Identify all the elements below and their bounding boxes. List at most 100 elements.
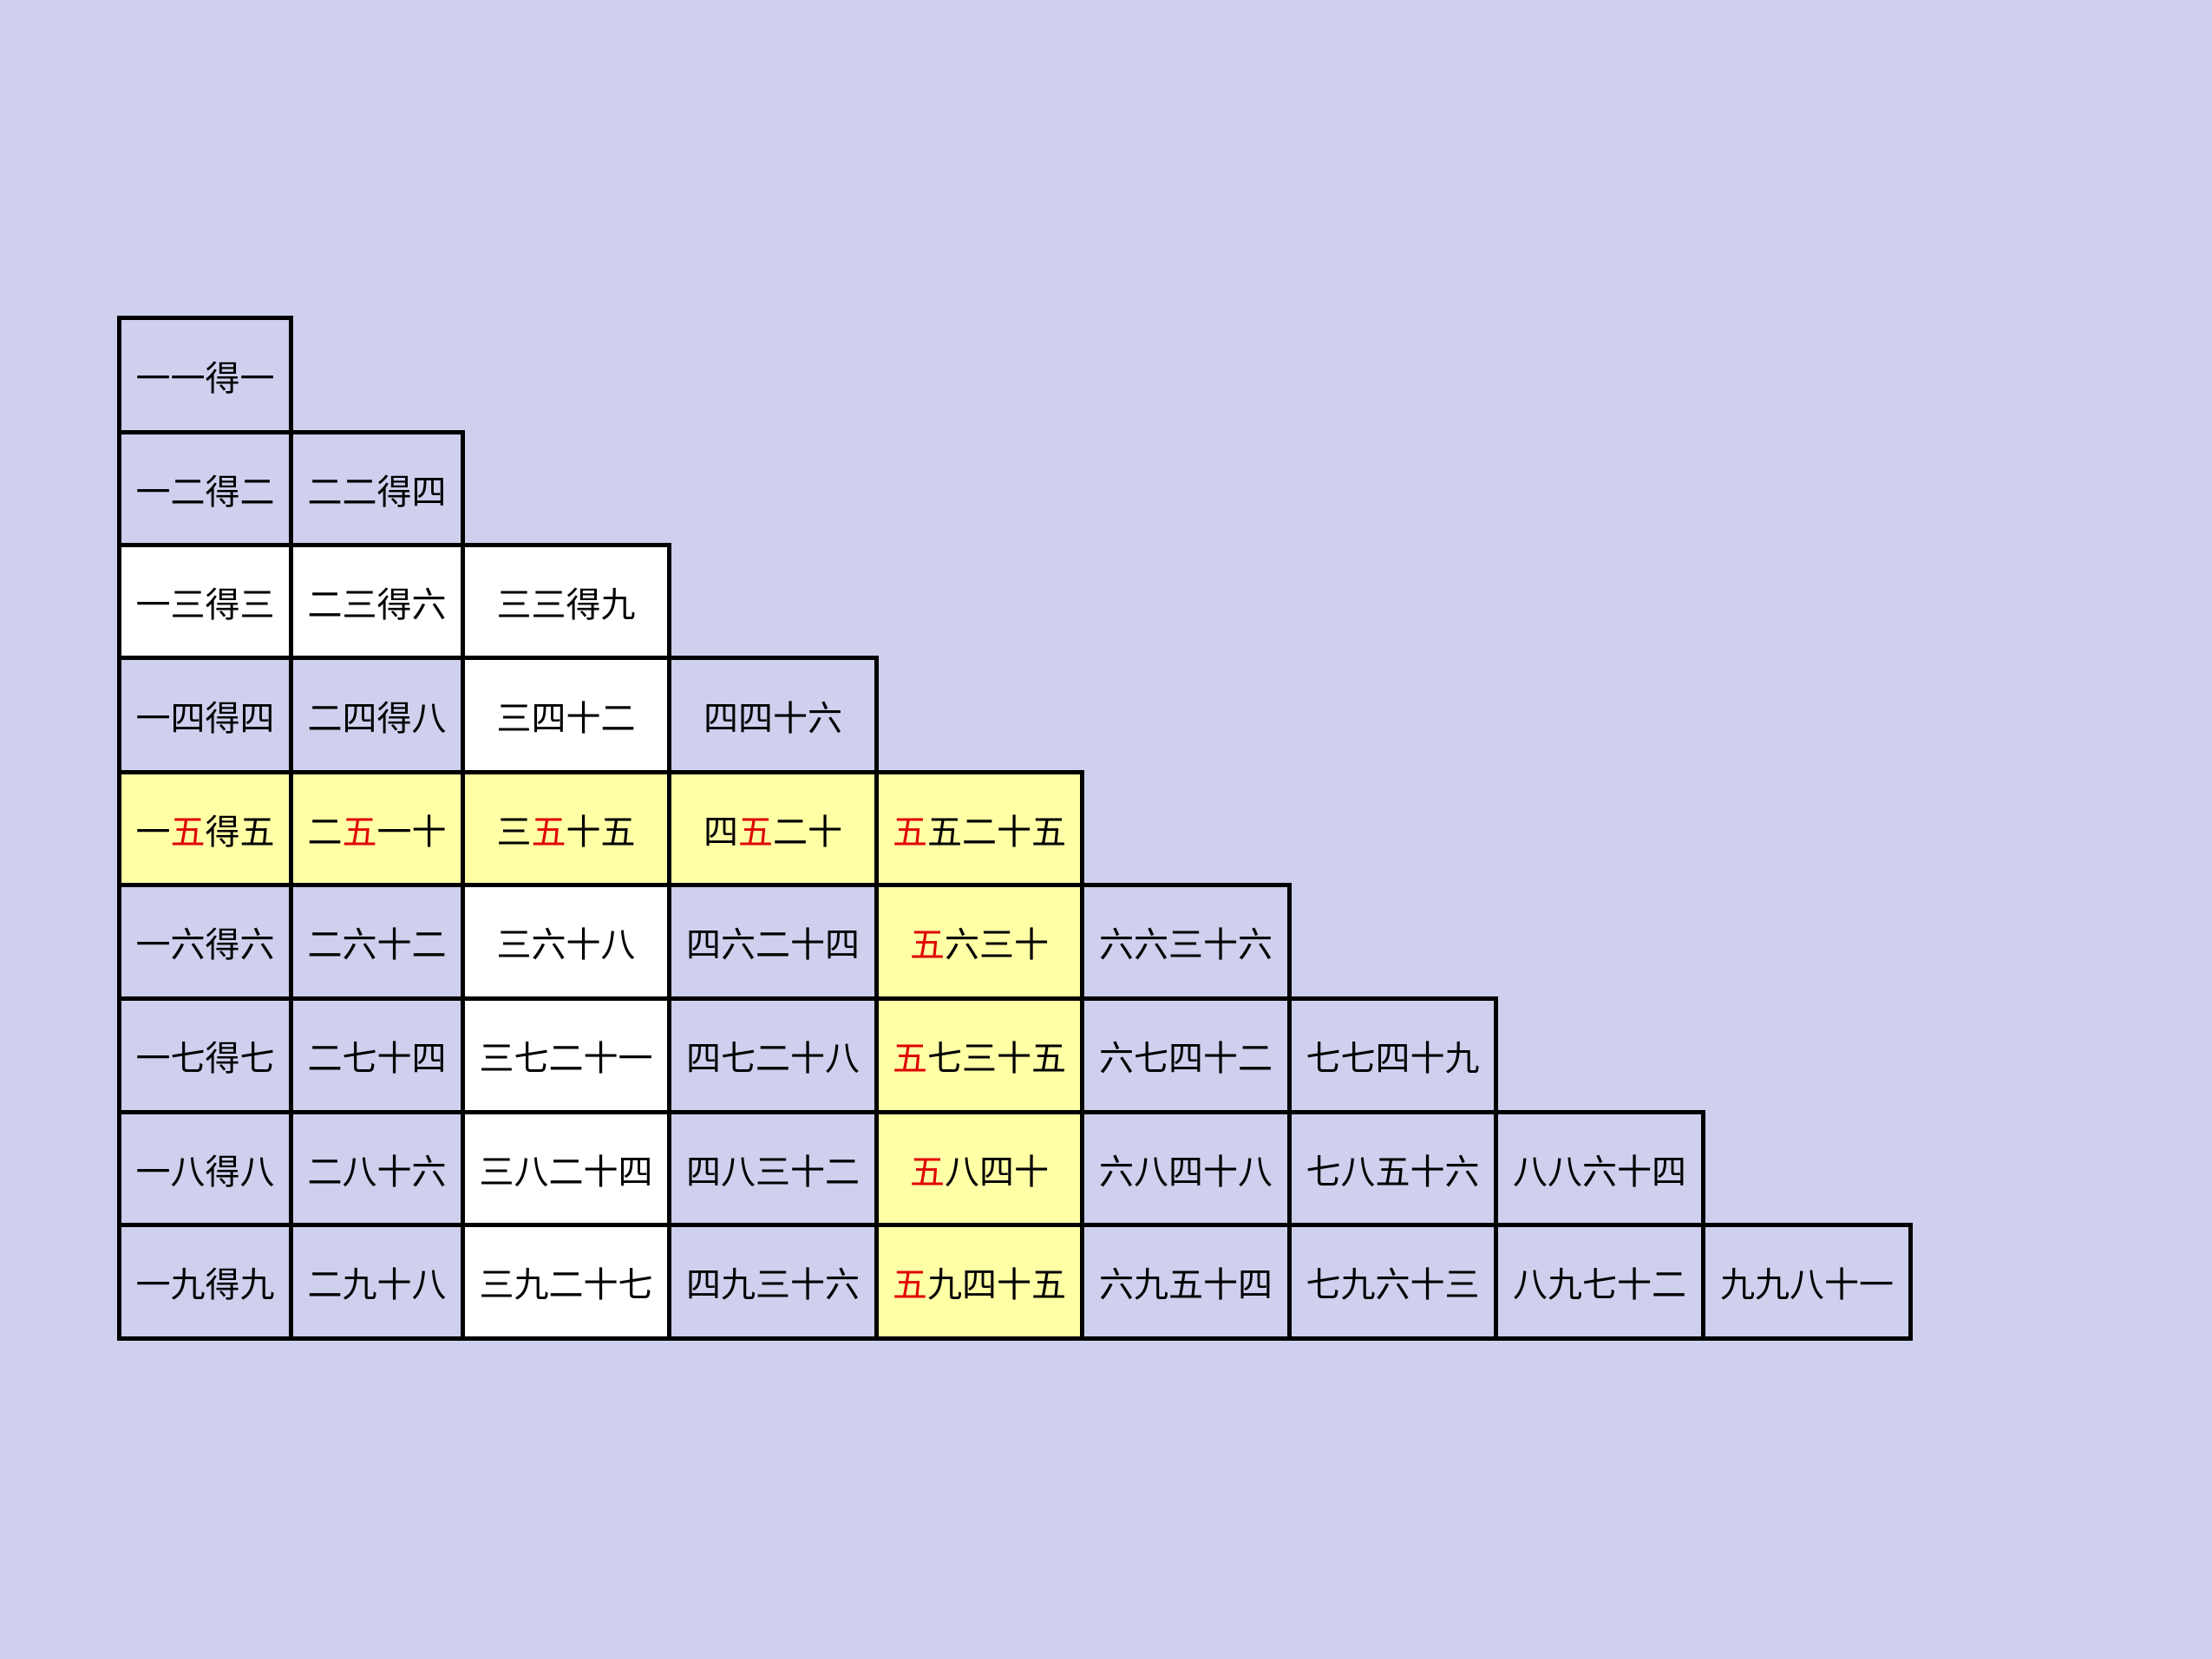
table-cell: 一三得三 bbox=[117, 543, 293, 660]
table-cell: 五八四十 bbox=[874, 1110, 1084, 1227]
table-cell: 九九八十一 bbox=[1701, 1223, 1913, 1341]
table-cell: 二五一十 bbox=[289, 770, 465, 887]
table-cell: 四六二十四 bbox=[667, 883, 879, 1001]
table-cell: 六六三十六 bbox=[1080, 883, 1292, 1001]
table-cell: 八八六十四 bbox=[1494, 1110, 1705, 1227]
cell-text: 六八四十八 bbox=[1099, 1152, 1273, 1192]
cell-text-part: 十五 bbox=[566, 812, 636, 852]
table-cell: 六八四十八 bbox=[1080, 1110, 1292, 1227]
cell-text: 四六二十四 bbox=[686, 925, 860, 965]
table-cell: 二三得六 bbox=[289, 543, 465, 660]
table-cell: 二九十八 bbox=[289, 1223, 465, 1341]
table-cell: 三四十二 bbox=[461, 656, 671, 774]
cell-text-part: 四 bbox=[704, 812, 738, 852]
cell-text: 一八得八 bbox=[135, 1152, 275, 1192]
cell-text: 九九八十一 bbox=[1720, 1265, 1894, 1305]
table-cell: 三六十八 bbox=[461, 883, 671, 1001]
cell-text: 三四十二 bbox=[496, 698, 636, 739]
table-cell: 八九七十二 bbox=[1494, 1223, 1705, 1341]
cell-text-part: 五 bbox=[910, 1152, 945, 1192]
table-cell: 二八十六 bbox=[289, 1110, 465, 1227]
table-cell: 三八二十四 bbox=[461, 1110, 671, 1227]
cell-text-part: 六三十 bbox=[945, 925, 1049, 965]
cell-text: 一七得七 bbox=[135, 1039, 275, 1079]
cell-text-part: 二十 bbox=[773, 812, 842, 852]
cell-text: 一二得二 bbox=[135, 472, 275, 513]
cell-text: 二二得四 bbox=[307, 472, 447, 513]
table-cell: 二六十二 bbox=[289, 883, 465, 1001]
cell-text-part: 三 bbox=[496, 812, 532, 852]
cell-text-part: 五 bbox=[893, 1265, 927, 1305]
table-cell: 二二得四 bbox=[289, 430, 465, 547]
table-cell: 六七四十二 bbox=[1080, 996, 1292, 1114]
cell-text: 三六十八 bbox=[496, 925, 636, 965]
table-cell: 七八五十六 bbox=[1287, 1110, 1498, 1227]
table-cell: 五五二十五 bbox=[874, 770, 1084, 887]
table-cell: 一八得八 bbox=[117, 1110, 293, 1227]
cell-text-part: 五 bbox=[342, 812, 377, 852]
cell-text: 四八三十二 bbox=[686, 1152, 860, 1192]
cell-text-part: 五 bbox=[910, 925, 945, 965]
cell-text: 二九十八 bbox=[307, 1265, 447, 1305]
cell-text: 三七二十一 bbox=[479, 1039, 653, 1079]
cell-text-part: 一十 bbox=[376, 812, 447, 852]
cell-text: 六六三十六 bbox=[1099, 925, 1273, 965]
table-cell: 七七四十九 bbox=[1287, 996, 1498, 1114]
cell-text: 三九二十七 bbox=[479, 1265, 653, 1305]
cell-text-part: 九四十五 bbox=[927, 1265, 1066, 1305]
cell-text: 一三得三 bbox=[135, 585, 275, 625]
cell-text-part: 五二十五 bbox=[927, 812, 1066, 852]
cell-text: 四七二十八 bbox=[686, 1039, 860, 1079]
cell-text-part: 八四十 bbox=[945, 1152, 1049, 1192]
table-cell: 四四十六 bbox=[667, 656, 879, 774]
table-cell: 三九二十七 bbox=[461, 1223, 671, 1341]
cell-text: 七九六十三 bbox=[1306, 1265, 1480, 1305]
cell-text: 二三得六 bbox=[307, 585, 447, 625]
table-cell: 四七二十八 bbox=[667, 996, 879, 1114]
table-cell: 七九六十三 bbox=[1287, 1223, 1498, 1341]
cell-text-part: 五 bbox=[893, 1039, 927, 1079]
cell-text: 四四十六 bbox=[704, 698, 842, 739]
table-cell: 六九五十四 bbox=[1080, 1223, 1292, 1341]
table-cell: 四九三十六 bbox=[667, 1223, 879, 1341]
cell-text-part: 五 bbox=[893, 812, 927, 852]
cell-text: 三八二十四 bbox=[479, 1152, 653, 1192]
cell-text: 一一得一 bbox=[135, 358, 275, 399]
cell-text: 二六十二 bbox=[307, 925, 447, 965]
cell-text: 二四得八 bbox=[307, 698, 447, 739]
cell-text-part: 五 bbox=[738, 812, 773, 852]
table-cell: 五六三十 bbox=[874, 883, 1084, 1001]
table-cell: 一九得九 bbox=[117, 1223, 293, 1341]
cell-text: 四九三十六 bbox=[686, 1265, 860, 1305]
table-cell: 一四得四 bbox=[117, 656, 293, 774]
table-cell: 三七二十一 bbox=[461, 996, 671, 1114]
cell-text: 二七十四 bbox=[307, 1039, 447, 1079]
table-cell: 一七得七 bbox=[117, 996, 293, 1114]
table-cell: 四五二十 bbox=[667, 770, 879, 887]
cell-text-part: 得五 bbox=[205, 812, 275, 852]
table-cell: 三五十五 bbox=[461, 770, 671, 887]
cell-text: 八九七十二 bbox=[1513, 1265, 1686, 1305]
cell-text: 七八五十六 bbox=[1306, 1152, 1480, 1192]
table-cell: 一一得一 bbox=[117, 316, 293, 434]
cell-text-part: 五 bbox=[170, 812, 206, 852]
table-cell: 四八三十二 bbox=[667, 1110, 879, 1227]
cell-text-part: 一 bbox=[135, 812, 171, 852]
cell-text: 二八十六 bbox=[307, 1152, 447, 1192]
cell-text: 一四得四 bbox=[135, 698, 275, 739]
table-cell: 二七十四 bbox=[289, 996, 465, 1114]
cell-text: 一九得九 bbox=[135, 1265, 275, 1305]
cell-text: 八八六十四 bbox=[1513, 1152, 1686, 1192]
cell-text: 三三得九 bbox=[496, 585, 636, 625]
cell-text-part: 五 bbox=[531, 812, 566, 852]
cell-text: 七七四十九 bbox=[1306, 1039, 1480, 1079]
table-cell: 二四得八 bbox=[289, 656, 465, 774]
table-cell: 一五得五 bbox=[117, 770, 293, 887]
cell-text: 六九五十四 bbox=[1099, 1265, 1273, 1305]
table-cell: 三三得九 bbox=[461, 543, 671, 660]
cell-text: 一六得六 bbox=[135, 925, 275, 965]
table-cell: 一六得六 bbox=[117, 883, 293, 1001]
cell-text-part: 二 bbox=[307, 812, 343, 852]
table-cell: 五九四十五 bbox=[874, 1223, 1084, 1341]
